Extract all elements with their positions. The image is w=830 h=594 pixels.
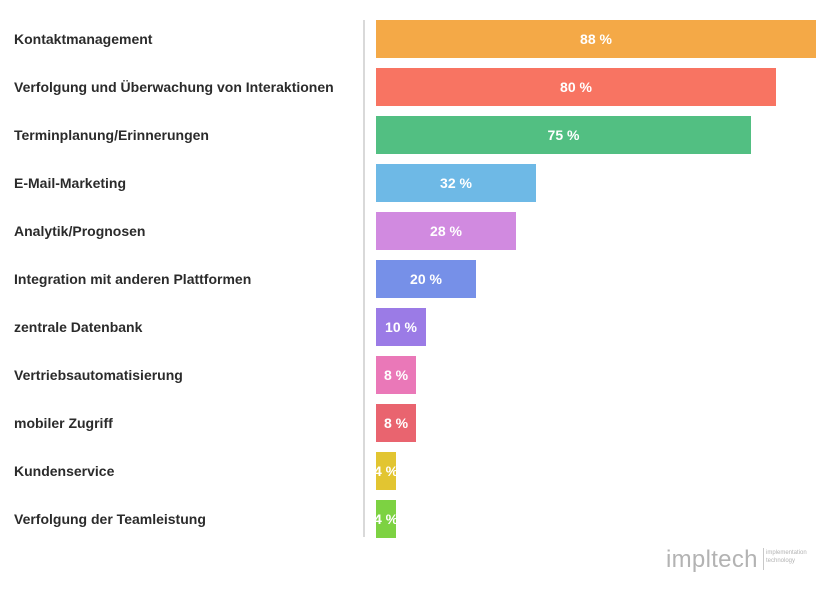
value-label: 32 % [440, 175, 472, 191]
bar [376, 500, 396, 538]
value-label: 75 % [548, 127, 580, 143]
category-label: Kundenservice [14, 463, 115, 479]
category-label: Verfolgung der Teamleistung [14, 511, 206, 527]
logo-tagline: implementation technology [766, 549, 807, 565]
category-label: Kontaktmanagement [14, 31, 153, 47]
category-label: Analytik/Prognosen [14, 223, 145, 239]
category-label: Verfolgung und Überwachung von Interakti… [14, 79, 334, 95]
brand-logo: impltech implementation technology [666, 544, 816, 576]
bar [376, 308, 426, 346]
value-label: 80 % [560, 79, 592, 95]
bar [376, 116, 751, 154]
value-label: 8 % [384, 367, 409, 383]
bar-rows: Kontaktmanagement 88 % Verfolgung und Über… [14, 20, 816, 538]
value-label: 8 % [384, 415, 409, 431]
bar [376, 20, 816, 58]
bar [376, 68, 776, 106]
bar [376, 356, 416, 394]
logo-wordmark: impltech [666, 546, 758, 573]
category-label: Vertriebsautomatisierung [14, 367, 183, 383]
value-label: 10 % [385, 319, 417, 335]
logo-tagline-line-2: technology [766, 558, 796, 564]
value-label: 4 % [374, 463, 399, 479]
bar [376, 164, 536, 202]
category-label: E-Mail-Marketing [14, 175, 126, 191]
bar [376, 212, 516, 250]
logo-tagline-line-1: implementation [766, 550, 807, 556]
logo-separator [763, 548, 764, 570]
category-label: Integration mit anderen Plattformen [14, 271, 251, 287]
category-label: zentrale Datenbank [14, 319, 143, 335]
bar [376, 404, 416, 442]
category-label: mobiler Zugriff [14, 415, 113, 431]
bar [376, 260, 476, 298]
value-label: 20 % [410, 271, 442, 287]
bar [376, 452, 396, 490]
value-label: 4 % [374, 511, 399, 527]
value-label: 88 % [580, 31, 612, 47]
value-label: 28 % [430, 223, 462, 239]
category-label: Terminplanung/Erinnerungen [14, 127, 209, 143]
